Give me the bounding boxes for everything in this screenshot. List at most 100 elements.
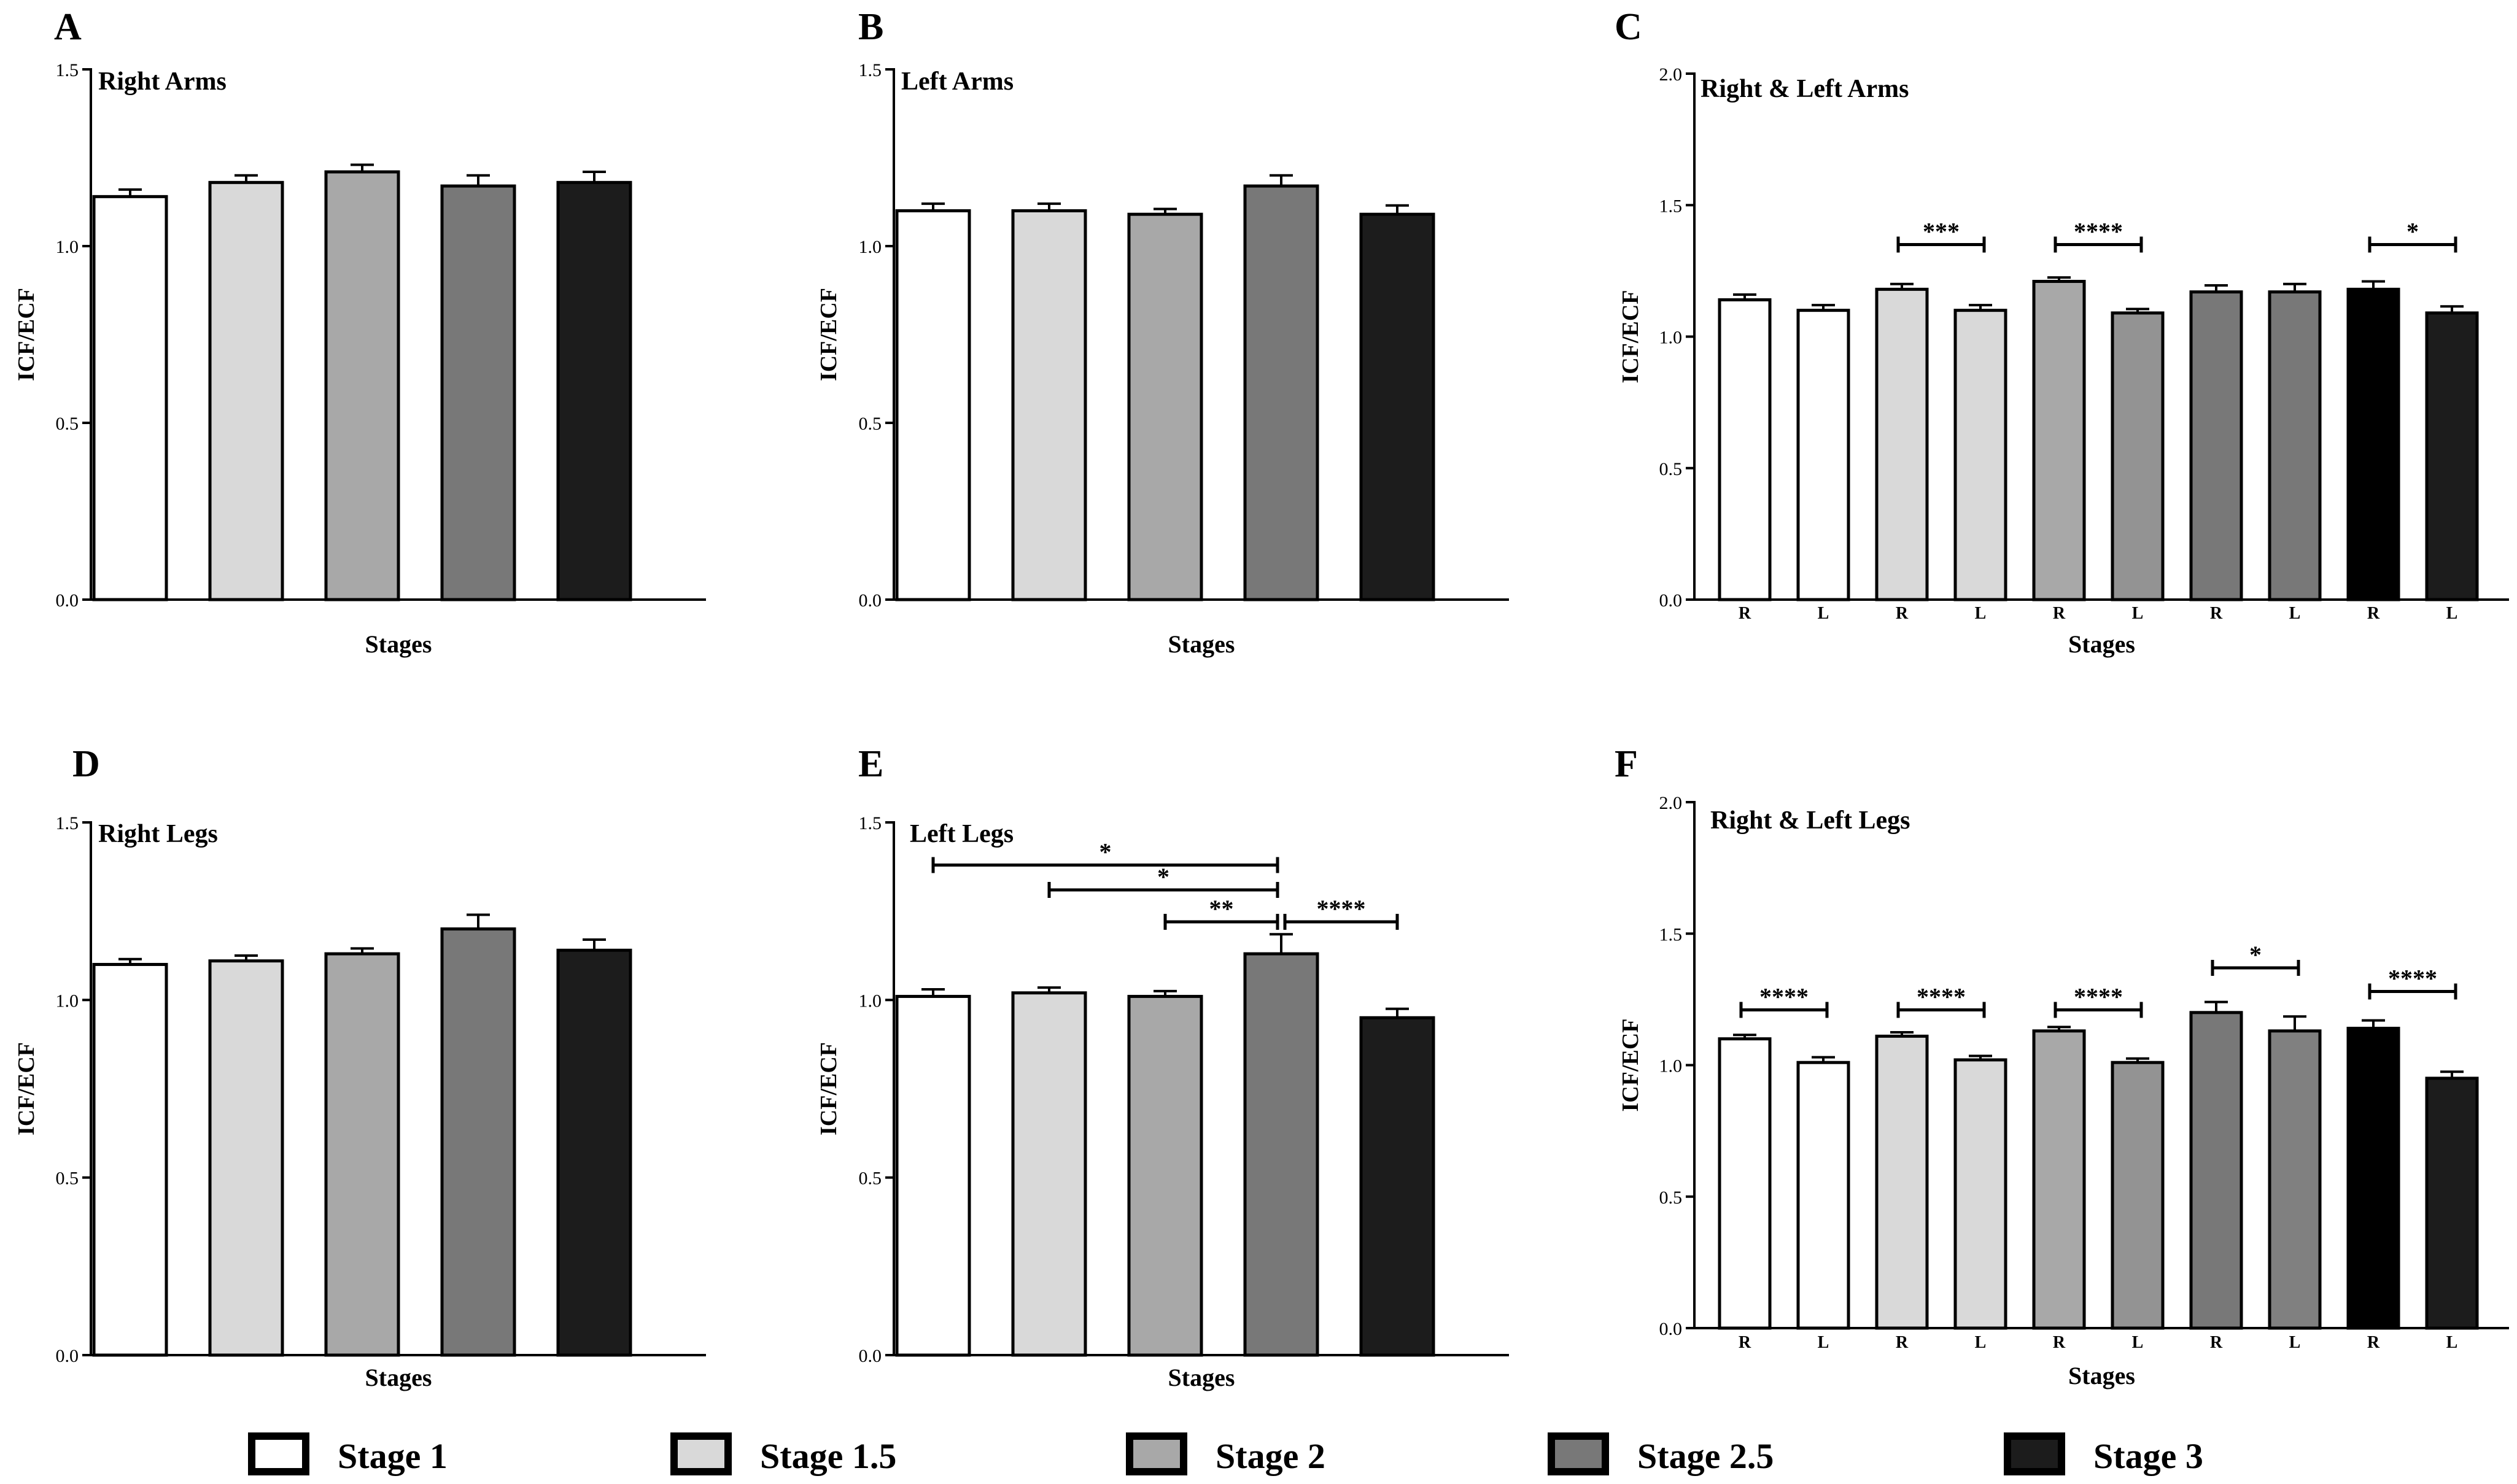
bar <box>2425 311 2479 601</box>
panel-D: D Right Legs 0.0 0.5 1.0 1.5 ICF/ECF Stages <box>14 743 706 1391</box>
x-tick-label: L <box>2446 1333 2458 1352</box>
bar <box>2111 311 2165 601</box>
x-tick-label: L <box>1975 1333 1987 1352</box>
legend-label: Stage 2.5 <box>1637 1436 1774 1476</box>
x-tick-label: R <box>1739 1333 1751 1352</box>
legend-swatch <box>1548 1432 1609 1475</box>
chart-title: Right Legs <box>98 820 218 848</box>
significance-bracket <box>1896 236 1986 253</box>
y-axis-label: ICF/ECF <box>816 1042 842 1135</box>
bar <box>1953 1058 2007 1330</box>
y-tick-label: 1.5 <box>56 60 79 80</box>
legend-label: Stage 1.5 <box>760 1436 896 1476</box>
significance-bracket <box>1047 881 1279 898</box>
x-axis-label: Stages <box>365 630 432 658</box>
x-tick-label: R <box>2053 1333 2066 1352</box>
bar <box>1011 209 1087 601</box>
significance-bracket <box>1283 914 1399 930</box>
y-axis-label: ICF/ECF <box>14 288 39 381</box>
bar <box>440 184 516 601</box>
chart-title: Left Legs <box>910 820 1014 848</box>
x-tick-label: R <box>2367 604 2380 623</box>
significance-label: **** <box>1759 983 1809 1011</box>
panel-label: A <box>54 6 82 48</box>
significance-bracket <box>1896 1002 1986 1018</box>
x-axis-label: Stages <box>2068 630 2135 658</box>
x-tick-label: L <box>1818 1333 1829 1352</box>
bar <box>2268 1029 2322 1330</box>
y-tick-label: 1.5 <box>56 813 79 833</box>
x-tick-label: L <box>2132 1333 2144 1352</box>
y-tick-label: 0.0 <box>56 1346 79 1366</box>
bar <box>2346 287 2400 601</box>
y-tick-label: 1.5 <box>859 60 882 80</box>
y-tick-label: 1.0 <box>859 237 882 257</box>
bar <box>2425 1076 2479 1330</box>
y-tick-label: 0.5 <box>56 414 79 434</box>
bar <box>1875 287 1929 601</box>
significance-label: *** <box>1923 218 1960 245</box>
y-tick-label: 2.0 <box>1659 793 1683 813</box>
panel-C: C Right & Left Arms 0.0 0.5 1.0 1.5 2.0 ICF/ECF… <box>1615 6 2509 658</box>
bar <box>556 180 632 601</box>
significance-bracket <box>931 857 1279 873</box>
panel-label: C <box>1615 6 1642 48</box>
x-axis-label: Stages <box>1168 1364 1235 1391</box>
x-tick-label: L <box>2289 604 2301 623</box>
bar <box>208 959 284 1357</box>
bar <box>1796 1061 1850 1330</box>
x-tick-label: R <box>1739 604 1751 623</box>
bar <box>1243 184 1319 601</box>
significance-bracket <box>2211 959 2300 976</box>
bar <box>1718 298 1772 601</box>
significance-bracket <box>2054 236 2143 253</box>
x-axis-label: Stages <box>2068 1362 2135 1389</box>
bar <box>1127 995 1203 1357</box>
bar <box>2268 290 2322 601</box>
legend-swatch <box>670 1432 732 1475</box>
significance-bracket <box>2368 236 2457 253</box>
x-tick-label: R <box>2367 1333 2380 1352</box>
bar <box>1875 1034 1929 1330</box>
panel-F: F Right & Left Legs 0.0 0.5 1.0 1.5 2.0 ICF/ECF… <box>1615 743 2509 1389</box>
bar <box>208 180 284 601</box>
panel-B: B Left Arms 0.0 0.5 1.0 1.5 ICF/ECF Stages <box>816 6 1509 658</box>
bar <box>895 995 971 1357</box>
bar <box>1359 212 1435 601</box>
bar <box>92 195 168 601</box>
y-tick-label: 1.5 <box>859 813 882 833</box>
y-tick-label: 1.5 <box>1659 196 1683 216</box>
bar <box>92 962 168 1357</box>
bar <box>1127 212 1203 601</box>
x-axis-label: Stages <box>365 1364 432 1391</box>
y-tick-label: 1.0 <box>56 237 79 257</box>
y-axis-label: ICF/ECF <box>14 1042 39 1135</box>
legend-label: Stage 1 <box>338 1436 448 1476</box>
bar <box>2189 1011 2243 1330</box>
chart-title: Left Arms <box>901 68 1014 96</box>
significance-bracket <box>2054 1002 2143 1018</box>
x-tick-label: R <box>2210 604 2223 623</box>
legend-label: Stage 2 <box>1216 1436 1325 1476</box>
significance-label: * <box>1099 838 1112 865</box>
y-tick-label: 1.0 <box>1659 328 1683 348</box>
bar <box>2346 1027 2400 1330</box>
x-tick-label: L <box>1818 604 1829 623</box>
legend-swatch <box>2004 1432 2065 1475</box>
significance-label: * <box>1157 863 1169 891</box>
y-tick-label: 0.0 <box>859 1346 882 1366</box>
y-tick-label: 2.0 <box>1659 64 1683 85</box>
y-tick-label: 1.0 <box>1659 1056 1683 1076</box>
y-tick-label: 1.0 <box>56 991 79 1011</box>
significance-label: **** <box>2074 218 2123 245</box>
panel-label: F <box>1615 743 1638 785</box>
bar <box>324 170 400 601</box>
bar <box>556 948 632 1357</box>
x-axis-label: Stages <box>1168 630 1235 658</box>
bar <box>2032 1029 2086 1330</box>
y-axis-label: ICF/ECF <box>1618 290 1643 384</box>
legend-swatch <box>248 1432 309 1475</box>
x-tick-label: R <box>2053 604 2066 623</box>
legend-swatch <box>1126 1432 1187 1475</box>
y-tick-label: 0.0 <box>1659 590 1683 611</box>
